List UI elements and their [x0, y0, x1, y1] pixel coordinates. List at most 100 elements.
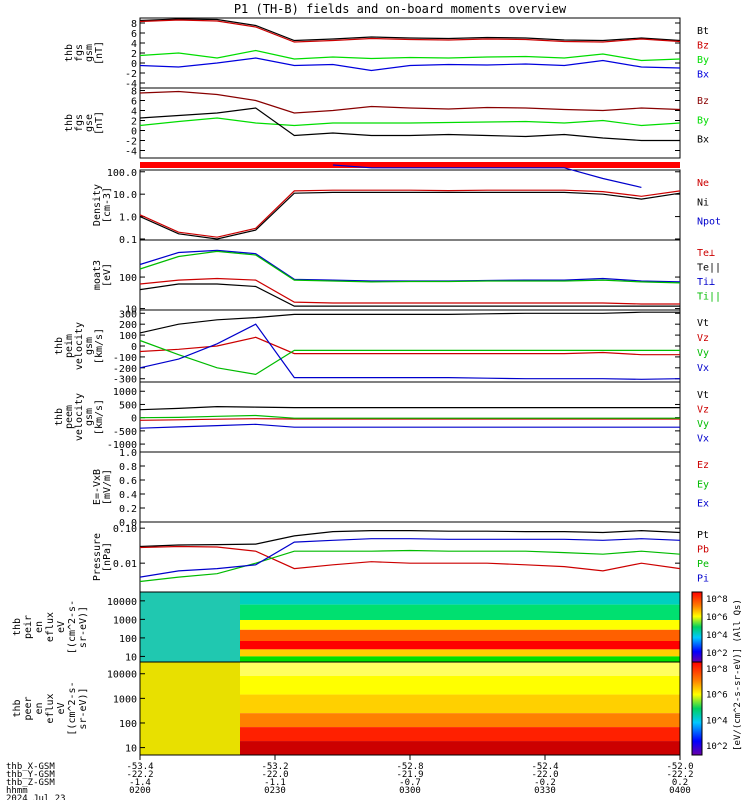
legend-Vz: Vz [697, 405, 709, 416]
ylabel: [nPa] [102, 542, 113, 572]
ylabel: moat3 [92, 260, 103, 290]
spectro-band [240, 649, 680, 657]
series-peem-Vt [139, 405, 680, 411]
ylabel: [eV] [102, 263, 113, 287]
xtick-label: -0.2 [534, 778, 556, 788]
series-fgs_gse-Bz [139, 90, 681, 114]
legend-By: By [697, 115, 709, 126]
spectro-band [240, 604, 680, 620]
legend-Bx: Bx [697, 70, 709, 81]
ytick-label: 0.10 [113, 524, 137, 535]
ytick-label: 0.0 [119, 518, 137, 529]
colorbar-label: 10^8 [706, 595, 728, 605]
xtick-label: 0.2 [672, 778, 688, 788]
spectro-band [240, 656, 680, 662]
xtick-label: -22.0 [261, 770, 288, 780]
xtick-label: -22.2 [126, 770, 153, 780]
legend-Te||: Te|| [697, 263, 721, 274]
spectro-band [240, 592, 680, 605]
ylabel: [km/s] [94, 328, 105, 364]
legend-Vz: Vz [697, 333, 709, 344]
ytick-label: 0 [131, 342, 137, 353]
ytick-label: 100 [119, 634, 137, 645]
ylabel: [mV/m] [102, 469, 113, 505]
ytick-label: -300 [113, 375, 137, 386]
series-density-Ne [139, 189, 681, 238]
ytick-label: 300 [119, 309, 137, 320]
series-fgs_gse-Bx [139, 107, 680, 142]
series-temperature-Ti|| [139, 250, 681, 284]
status-bar [140, 162, 680, 168]
xaxis-row-label: hhmm [6, 786, 28, 796]
legend-Npot: Npot [697, 217, 721, 228]
series-density-Ni [139, 191, 681, 240]
ytick-label: 0.1 [119, 235, 137, 246]
ytick-label: -2 [125, 69, 137, 80]
ytick-label: 4 [131, 107, 137, 118]
legend-Bz: Bz [697, 96, 709, 107]
xtick-label: -53.2 [261, 762, 288, 772]
xaxis-row-label: thb_X-GSM [6, 762, 55, 772]
ytick-label: 10 [125, 652, 137, 663]
legend-Bx: Bx [697, 135, 709, 146]
ylabel: thb [12, 618, 23, 636]
series-temperature-Te|| [139, 283, 680, 307]
colorbar-label: 10^6 [706, 691, 728, 701]
ylabel: Pressure [92, 533, 103, 581]
legend-Vy: Vy [697, 419, 709, 430]
legend-Vx: Vx [697, 363, 709, 374]
ytick-label: 2 [131, 117, 137, 128]
xtick-label: -53.4 [126, 762, 153, 772]
colorbar-label: 10^2 [706, 649, 728, 659]
series-pressure-Pt [139, 529, 681, 548]
panel-temperature: 100 10 moat3 [eV] Te⊥ Te|| Ti⊥ Ti|| [92, 239, 721, 316]
xaxis-row-label: thb_Y-GSM [6, 770, 55, 780]
ylabel: thb [54, 408, 65, 426]
panel-frame [139, 381, 681, 453]
ylabel: eV [56, 702, 67, 714]
series-fgs_gsm-Bz [139, 19, 681, 43]
ytick-label: 10000 [107, 597, 137, 608]
xaxis-row-label: thb_Z-GSM [6, 778, 55, 788]
ytick-label: -200 [113, 364, 137, 375]
ylabel: eflux [45, 693, 56, 723]
xtick-label: -1.4 [129, 778, 151, 788]
colorbar [691, 591, 703, 663]
ylabel: gsm [84, 44, 95, 62]
series-pressure-Pb [139, 545, 681, 572]
series-peem-Vy [139, 414, 680, 419]
panel-density: 100.0 10.0 1.0 0.1 Density [cm-3] Ne Ni Npot [92, 164, 721, 246]
xtick-label: -1.1 [264, 778, 286, 788]
ytick-label: 1000 [113, 615, 137, 626]
colorbar [691, 661, 703, 756]
ytick-label: 8 [131, 19, 137, 30]
ytick-label: 1000 [113, 694, 137, 705]
spectro-band [240, 662, 680, 676]
spectro-band [240, 675, 680, 695]
ytick-label: -4 [125, 79, 137, 90]
xtick-time: 0330 [534, 786, 556, 796]
ytick-label: 10.0 [113, 190, 137, 201]
ytick-label: 2 [131, 49, 137, 60]
spectrogram-peir: 10000 1000 100 10 thb peir en eflux eV [(cm^2-s-s… [12, 591, 728, 663]
ytick-label: 0.6 [119, 476, 137, 487]
legend-Ex: Ex [697, 499, 709, 510]
ylabel: peim [64, 334, 75, 358]
ylabel: thb [54, 337, 65, 355]
ytick-label: -2 [125, 137, 137, 148]
chart-title: P1 (TH-B) fields and on-board moments ov… [234, 2, 567, 16]
series-peim-Vx [139, 323, 681, 380]
ytick-label: 0.01 [113, 559, 137, 570]
colorbar-title: [eV/(cm^2-s-sr-eV)] (All Qs) [733, 599, 743, 751]
ytick-label: 10 [125, 305, 137, 316]
ylabel: [nT] [94, 111, 105, 135]
series-fgs_gsm-Bx [139, 57, 681, 72]
ylabel: en [34, 702, 45, 714]
series-peim-Vz [139, 336, 680, 356]
ytick-label: 0.8 [119, 462, 137, 473]
xtick-label: -22.0 [531, 770, 558, 780]
xtick-label: -52.8 [396, 762, 423, 772]
ylabel: sr-eV)] [78, 687, 89, 729]
